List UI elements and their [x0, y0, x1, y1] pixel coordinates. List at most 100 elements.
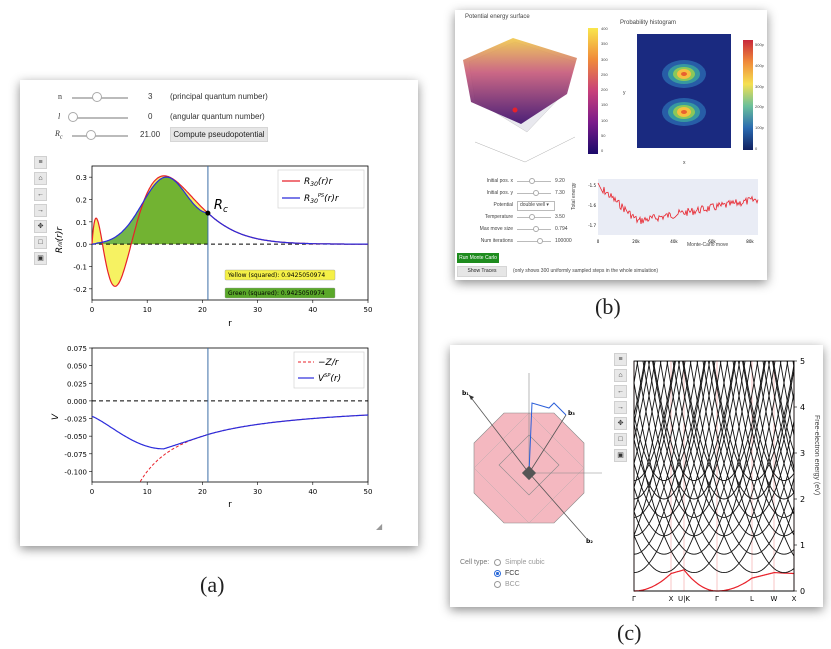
- potential-surface-3d[interactable]: [455, 22, 583, 172]
- param-label: Max move size: [479, 226, 513, 232]
- menu-icon[interactable]: ≡: [614, 353, 627, 366]
- wavefunction-plot[interactable]: Rc 0.30.20.10.0-0.1-0.20 10 20 30 40 50 Rnl(r…: [50, 160, 380, 335]
- menu-icon[interactable]: ≡: [34, 156, 47, 169]
- back-arrow-icon[interactable]: ←: [34, 188, 47, 201]
- n-slider-thumb[interactable]: [92, 92, 102, 102]
- cell-radio-bcc[interactable]: [494, 581, 501, 588]
- legend-r30: R30(r)r: [304, 177, 334, 188]
- save-icon[interactable]: ▣: [34, 252, 47, 265]
- param-label: Temperature: [484, 214, 513, 220]
- band-curve: [701, 355, 795, 518]
- param-slider-thumb[interactable]: [533, 226, 539, 232]
- r30ps-curve: [91, 176, 368, 245]
- band-top-mask: [630, 355, 820, 361]
- rc-value: 21.00: [140, 130, 161, 139]
- band-curve: [633, 355, 700, 555]
- plot2-ytick-label: 0.050: [67, 363, 87, 371]
- zoom-rect-icon[interactable]: □: [614, 433, 627, 446]
- plot1-xtick-label: 0: [90, 306, 94, 314]
- plot1-ytick-label: -0.1: [73, 264, 87, 272]
- home-icon[interactable]: ⌂: [34, 172, 47, 185]
- cell-radio-simple-cubic[interactable]: [494, 559, 501, 566]
- plot2-ytick-label: -0.075: [64, 451, 87, 459]
- pan-icon[interactable]: ✥: [34, 220, 47, 233]
- forward-arrow-icon[interactable]: →: [34, 204, 47, 217]
- band-ylabel: Free-electron energy (eV): [813, 415, 820, 496]
- band-ytick-label: 3: [800, 449, 805, 458]
- current-position-marker: [512, 107, 518, 113]
- energy-xlabel: Monte-Carlo move: [687, 242, 729, 248]
- rc-label: Rc: [55, 129, 63, 141]
- green-area: [92, 177, 208, 245]
- pan-icon[interactable]: ✥: [614, 417, 627, 430]
- n-value: 3: [148, 92, 153, 101]
- bz-inner-face: [498, 434, 560, 496]
- zoom-rect-icon[interactable]: □: [34, 236, 47, 249]
- kpoint-label: Γ: [715, 595, 719, 603]
- plot2-ytick-label: -0.100: [64, 468, 87, 476]
- plot2-xlabel: r: [228, 500, 232, 510]
- band-curve: [641, 355, 747, 518]
- param-slider[interactable]: [517, 241, 551, 242]
- band-curve: [736, 355, 795, 500]
- energy-trace-plot[interactable]: 0 20k 40k 60k 80k -1.5 -1.6 -1.7: [583, 175, 763, 255]
- energy-ytick-label: -1.7: [588, 223, 596, 228]
- surface-colorbar-tick: 50: [601, 132, 606, 138]
- probability-histogram[interactable]: [619, 30, 739, 162]
- energy-xtick-label: 80k: [746, 239, 754, 244]
- l-value: 0: [148, 112, 153, 121]
- cell-radio-fcc[interactable]: [494, 570, 501, 577]
- b1-label: b₁: [462, 390, 469, 397]
- energy-xtick-label: 40k: [670, 239, 678, 244]
- rc-slider-thumb[interactable]: [86, 130, 96, 140]
- surface-axis-x: [474, 141, 526, 163]
- band-curve: [680, 355, 795, 574]
- potential-plot[interactable]: 0.075 0.050 0.025 0.000 -0.025 -0.050 -0.075 -0…: [50, 342, 380, 512]
- plot2-ytick-label: -0.050: [64, 433, 87, 441]
- param-label: Initial pos. y: [486, 190, 513, 196]
- histogram-plot-area: [637, 34, 731, 148]
- hist-xlabel: x: [683, 160, 686, 166]
- band-curve: [755, 355, 795, 515]
- potential-select[interactable]: double well ▾: [517, 201, 555, 211]
- cell-option-label: Simple cubic: [505, 559, 545, 566]
- band-curve: [731, 355, 795, 518]
- band-structure-plot[interactable]: 5 4 3 2 1 0 Γ X U|K Γ L W X: [630, 355, 820, 605]
- band-curve: [761, 355, 795, 494]
- hist-colorbar-tick: 0: [755, 146, 758, 151]
- run-monte-carlo-button[interactable]: Run Monte Carlo: [457, 253, 499, 263]
- param-slider-thumb[interactable]: [533, 190, 539, 196]
- back-arrow-icon[interactable]: ←: [614, 385, 627, 398]
- param-slider-thumb[interactable]: [537, 238, 543, 244]
- band-curve: [710, 355, 795, 574]
- home-icon[interactable]: ⌂: [614, 369, 627, 382]
- brillouin-zone[interactable]: b₁ b₂ b₃: [454, 373, 604, 543]
- kpoint-label: X: [792, 595, 797, 603]
- param-value: 0.794: [555, 226, 568, 232]
- param-slider-thumb[interactable]: [529, 178, 535, 184]
- l-slider-thumb[interactable]: [68, 112, 78, 122]
- param-label: Potential: [493, 202, 513, 208]
- kpoint-label: W: [771, 595, 778, 603]
- band-ytick-label: 4: [800, 403, 805, 412]
- surface-colorbar-tick: 200: [601, 87, 608, 92]
- l-slider[interactable]: [72, 117, 128, 119]
- band-curve: [633, 355, 730, 555]
- show-traces-button[interactable]: Show Traces: [457, 266, 507, 277]
- param-slider-thumb[interactable]: [529, 214, 535, 220]
- band-frame: [633, 360, 795, 592]
- band-curve: [681, 355, 767, 482]
- band-curve: [633, 355, 678, 536]
- band-curve: [671, 355, 777, 518]
- forward-arrow-icon[interactable]: →: [614, 401, 627, 414]
- rc-slider[interactable]: [72, 135, 128, 137]
- band-ytick-label: 1: [800, 541, 805, 550]
- l-desc: (angular quantum number): [170, 112, 265, 121]
- plot1-ytick-label: 0.2: [76, 197, 87, 205]
- save-icon[interactable]: ▣: [614, 449, 627, 462]
- plot1-ylabel: Rnl(r)r: [55, 226, 65, 253]
- cell-option-label: FCC: [505, 570, 520, 577]
- yellow-label: Yellow (squared): 0.9425050974: [227, 272, 325, 279]
- compute-pseudopotential-button[interactable]: Compute pseudopotential: [170, 127, 268, 142]
- resize-handle-icon[interactable]: ◢: [376, 522, 383, 531]
